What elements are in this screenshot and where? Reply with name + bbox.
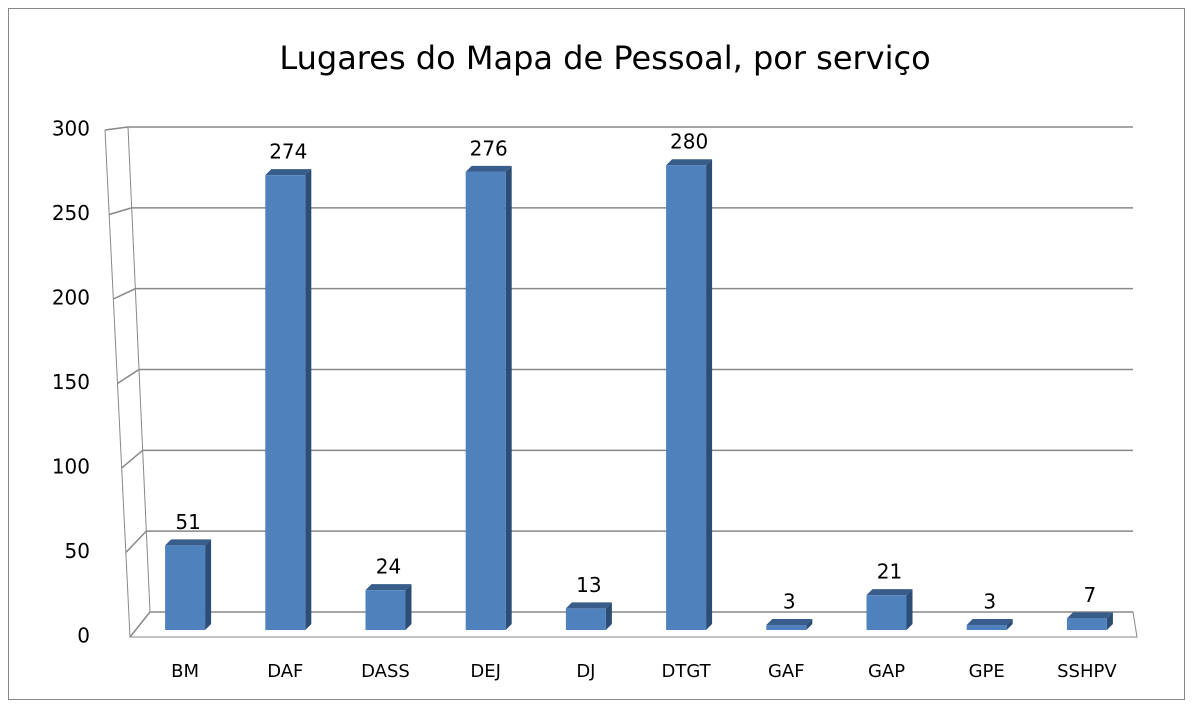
bar-top bbox=[966, 619, 1013, 626]
grid-line bbox=[108, 207, 1133, 216]
value-label: 7 bbox=[1084, 583, 1097, 607]
value-label: 13 bbox=[576, 573, 601, 597]
bar-side bbox=[1006, 619, 1013, 630]
y-tick-label: 50 bbox=[65, 539, 90, 563]
x-tick-label: GPE bbox=[969, 661, 1005, 682]
bar-top bbox=[165, 539, 212, 546]
bar-side bbox=[305, 169, 312, 630]
bar bbox=[866, 589, 913, 630]
x-tick-label: DASS bbox=[361, 661, 410, 682]
value-label: 21 bbox=[877, 560, 902, 584]
value-label: 24 bbox=[376, 555, 401, 579]
x-tick-label: DTGT bbox=[662, 661, 712, 682]
bar bbox=[465, 165, 512, 630]
value-label: 280 bbox=[670, 130, 708, 154]
value-label: 276 bbox=[470, 136, 508, 160]
bar-top bbox=[766, 619, 813, 626]
bar-side bbox=[405, 584, 412, 630]
x-tick-label: DAF bbox=[267, 661, 303, 682]
bar bbox=[666, 159, 713, 630]
bar-front bbox=[966, 625, 1007, 630]
bar-side bbox=[505, 165, 512, 630]
bar-side bbox=[605, 602, 612, 630]
x-tick-label: GAP bbox=[868, 661, 905, 682]
grid-line bbox=[117, 368, 1133, 385]
x-tick-label: GAF bbox=[768, 661, 805, 682]
bar-side bbox=[1106, 612, 1113, 630]
bar-front bbox=[866, 595, 907, 630]
bar-top bbox=[365, 584, 412, 591]
grid-line bbox=[121, 449, 1133, 469]
value-label: 51 bbox=[175, 510, 200, 534]
bar-front bbox=[265, 175, 306, 630]
grid-line bbox=[129, 611, 1133, 638]
grid-line bbox=[125, 530, 1133, 554]
chart-title: Lugares do Mapa de Pessoal, por serviço bbox=[279, 39, 930, 77]
bar-front bbox=[766, 625, 807, 630]
value-label: 3 bbox=[983, 590, 996, 614]
bar-top bbox=[666, 159, 713, 166]
grid-line bbox=[113, 287, 1133, 300]
bar-side bbox=[806, 619, 813, 630]
bar-front bbox=[165, 545, 206, 630]
y-tick-label: 0 bbox=[77, 624, 90, 648]
bar-front bbox=[365, 590, 406, 630]
bar-front bbox=[1066, 618, 1107, 630]
bar bbox=[365, 584, 412, 630]
y-tick-label: 250 bbox=[52, 201, 90, 225]
y-tick-label: 300 bbox=[52, 117, 90, 141]
bar bbox=[265, 169, 312, 630]
bar-top bbox=[265, 169, 312, 176]
bar-front bbox=[666, 165, 707, 630]
x-tick-label: DJ bbox=[576, 661, 595, 682]
bar-front bbox=[565, 608, 606, 630]
y-tick-label: 200 bbox=[52, 286, 90, 310]
bar-side bbox=[205, 539, 212, 630]
bar-side bbox=[906, 589, 913, 630]
bar-top bbox=[465, 165, 512, 172]
y-tick-label: 150 bbox=[52, 370, 90, 394]
bar-top bbox=[1066, 612, 1113, 619]
bar-side bbox=[706, 159, 713, 630]
bar bbox=[766, 619, 813, 630]
bar-top bbox=[866, 589, 913, 596]
grid-line bbox=[104, 126, 1133, 131]
x-tick-label: DEJ bbox=[470, 661, 501, 682]
bar-top bbox=[565, 602, 612, 609]
bar-front bbox=[465, 171, 506, 630]
x-tick-label: BM bbox=[171, 661, 199, 682]
value-label: 274 bbox=[269, 140, 307, 164]
bar bbox=[165, 539, 212, 630]
bar bbox=[1066, 612, 1113, 630]
bar bbox=[565, 602, 612, 630]
bar bbox=[966, 619, 1013, 630]
value-label: 3 bbox=[783, 590, 796, 614]
x-tick-label: SSHPV bbox=[1057, 661, 1117, 682]
y-tick-label: 100 bbox=[52, 455, 90, 479]
